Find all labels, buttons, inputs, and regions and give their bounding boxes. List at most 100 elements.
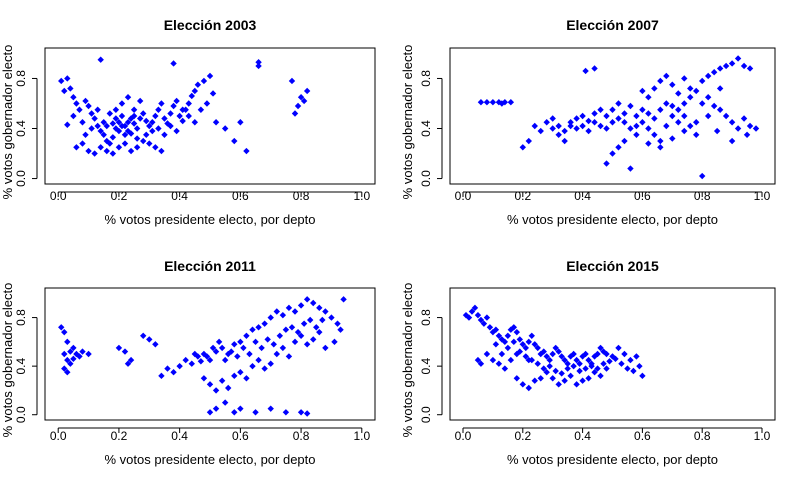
data-point: [576, 360, 583, 367]
data-point: [600, 360, 607, 367]
data-point: [564, 365, 571, 372]
data-point: [564, 360, 571, 367]
data-point: [161, 131, 168, 138]
data-point: [543, 353, 550, 360]
x-tick-label: 0.0: [455, 429, 472, 443]
x-tick-label: 0.2: [514, 429, 531, 443]
data-point: [88, 110, 95, 117]
data-point: [651, 115, 658, 122]
data-point: [585, 117, 592, 125]
data-point: [176, 362, 183, 370]
data-point: [310, 336, 317, 343]
data-point: [716, 85, 724, 92]
data-point: [728, 60, 736, 67]
data-point: [115, 119, 123, 126]
data-point: [288, 324, 296, 331]
x-tick-label: 0.2: [111, 189, 128, 203]
data-point: [191, 350, 199, 358]
data-point: [522, 353, 529, 360]
data-point: [182, 356, 189, 364]
data-point: [510, 338, 518, 346]
data-point: [537, 127, 544, 135]
data-point: [657, 137, 664, 145]
data-point: [173, 127, 180, 135]
data-point: [124, 94, 132, 101]
data-point: [100, 119, 107, 126]
data-point: [240, 344, 247, 352]
data-point: [603, 365, 610, 372]
data-point: [191, 87, 199, 95]
y-tick-label: 0.0: [419, 406, 433, 423]
data-point: [603, 160, 610, 167]
data-point: [121, 140, 129, 147]
chart-panel: Elección 2007 0.0 0.2 0.4 0.6 0.8 1.0 0.0 0.4 0.8…: [400, 17, 776, 227]
data-point: [609, 150, 616, 157]
data-point: [73, 144, 80, 151]
data-point: [97, 144, 104, 151]
x-tick-label: 0.8: [293, 189, 310, 203]
data-point: [579, 112, 586, 120]
data-point: [197, 106, 205, 113]
data-point: [291, 338, 299, 346]
data-point: [67, 348, 74, 355]
x-tick-label: 1.0: [754, 429, 771, 443]
x-axis-label: % votos presidente electo, por depto: [507, 212, 718, 227]
data-point: [516, 348, 524, 355]
data-point: [498, 350, 506, 358]
data-point: [149, 127, 156, 135]
data-point: [722, 62, 730, 70]
data-point: [555, 131, 562, 138]
data-point: [594, 350, 601, 358]
data-point: [582, 67, 589, 75]
data-point: [639, 372, 646, 380]
data-point: [681, 112, 688, 120]
data-point: [633, 112, 640, 120]
data-point: [687, 94, 694, 101]
data-point: [158, 147, 165, 155]
data-point: [549, 375, 556, 382]
data-point: [303, 296, 311, 303]
data-point: [651, 131, 658, 138]
y-axis-label: % votos gobernador electo: [0, 45, 15, 200]
data-point: [237, 369, 244, 376]
data-point: [543, 119, 550, 126]
data-point: [513, 350, 521, 358]
data-point: [633, 353, 640, 360]
data-point: [501, 338, 509, 346]
data-point: [483, 99, 491, 106]
data-point: [519, 381, 526, 388]
data-point: [591, 110, 598, 117]
data-point: [319, 316, 326, 324]
chart-title: Elección 2003: [164, 17, 257, 33]
data-point: [130, 112, 138, 120]
data-point: [612, 355, 619, 363]
data-point: [615, 100, 622, 107]
data-point: [743, 131, 751, 138]
data-point: [609, 119, 616, 126]
data-point: [64, 356, 71, 364]
data-point: [531, 122, 538, 130]
data-point: [555, 122, 562, 130]
data-point: [231, 137, 238, 145]
data-point: [76, 106, 83, 113]
data-point: [624, 365, 631, 372]
data-point: [249, 362, 256, 370]
data-point: [675, 119, 682, 126]
data-point: [136, 115, 144, 122]
data-point: [522, 344, 529, 352]
data-point: [170, 60, 177, 67]
x-tick-label: 0.6: [634, 429, 651, 443]
data-point: [297, 332, 305, 339]
data-point: [252, 338, 259, 346]
data-point: [67, 360, 74, 367]
data-point: [64, 75, 71, 82]
data-point: [681, 75, 688, 82]
data-point: [212, 405, 220, 412]
data-point: [146, 140, 153, 147]
data-point: [477, 316, 485, 324]
data-point: [603, 350, 610, 358]
data-point: [510, 324, 518, 331]
data-point: [170, 369, 177, 376]
data-point: [161, 115, 168, 122]
data-point: [112, 106, 120, 113]
